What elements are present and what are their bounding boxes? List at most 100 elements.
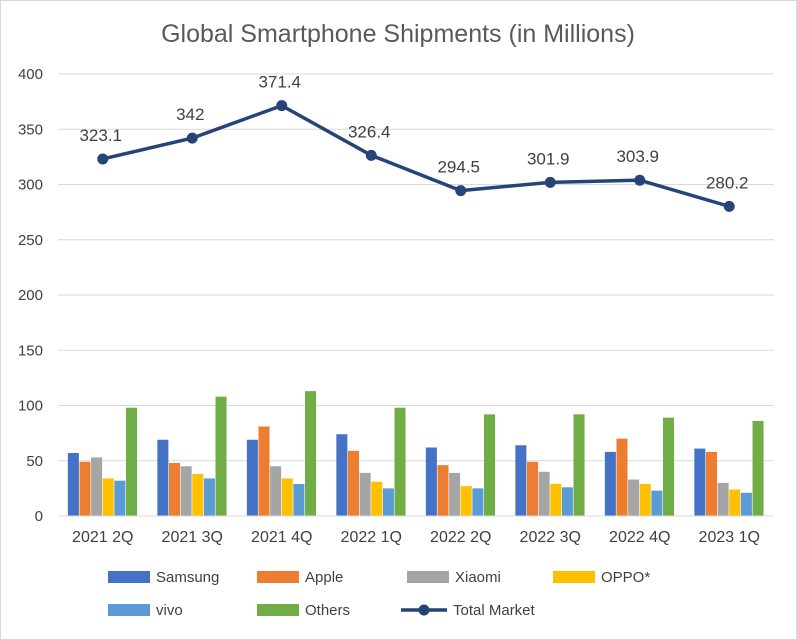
total-market-line bbox=[97, 100, 735, 212]
bar-vivo bbox=[114, 480, 126, 516]
legend-label-others: Others bbox=[305, 602, 350, 619]
bar-others bbox=[394, 407, 406, 516]
total-market-data-label: 323.1 bbox=[79, 126, 122, 145]
y-tick-label: 350 bbox=[18, 121, 43, 138]
x-tick-label: 2022 1Q bbox=[341, 529, 402, 546]
total-market-data-label: 280.2 bbox=[706, 173, 749, 192]
y-tick-label: 250 bbox=[18, 232, 43, 249]
legend-swatch-xiaomi bbox=[407, 571, 449, 583]
bar-others bbox=[126, 407, 138, 516]
bar-oppo bbox=[102, 478, 114, 516]
bar-others bbox=[305, 391, 317, 516]
bar-xiaomi bbox=[359, 472, 371, 516]
bar-xiaomi bbox=[180, 466, 192, 516]
bar-apple bbox=[526, 461, 539, 516]
x-tick-label: 2023 1Q bbox=[699, 529, 760, 546]
bar-others bbox=[663, 417, 675, 516]
y-tick-label: 0 bbox=[35, 508, 43, 525]
legend-marker-totalmarket bbox=[418, 604, 430, 616]
total-market-data-label: 326.4 bbox=[348, 122, 391, 141]
bar-samsung bbox=[604, 451, 616, 516]
bar-vivo bbox=[740, 492, 752, 516]
bar-xiaomi bbox=[717, 482, 729, 516]
bar-others bbox=[573, 414, 585, 516]
bar-vivo bbox=[472, 488, 484, 516]
bar-xiaomi bbox=[628, 479, 640, 516]
legend: Samsung Apple Xiaomi OPPO* vivo Others Total M… bbox=[108, 569, 650, 619]
legend-swatch-others bbox=[257, 604, 299, 616]
total-market-point bbox=[723, 200, 735, 212]
bar-apple bbox=[705, 451, 718, 516]
bar-oppo bbox=[371, 481, 383, 516]
bar-apple bbox=[79, 461, 91, 516]
bar-apple bbox=[258, 426, 270, 516]
bar-xiaomi bbox=[449, 472, 461, 516]
bar-others bbox=[752, 420, 764, 516]
bar-vivo bbox=[382, 488, 394, 516]
bar-apple bbox=[347, 450, 360, 516]
y-tick-label: 300 bbox=[18, 177, 43, 194]
x-axis-tick-labels: 2021 2Q 2021 3Q 2021 4Q 2022 1Q 2022 2Q 2022 … bbox=[72, 529, 760, 546]
bar-samsung bbox=[694, 448, 706, 516]
bar-samsung bbox=[336, 434, 348, 516]
bar-xiaomi bbox=[91, 457, 103, 516]
y-tick-label: 200 bbox=[18, 287, 43, 304]
y-tick-label: 50 bbox=[26, 453, 43, 470]
bar-samsung bbox=[246, 439, 258, 516]
bar-others bbox=[484, 414, 496, 516]
legend-label-vivo: vivo bbox=[156, 602, 183, 619]
legend-swatch-oppo bbox=[553, 571, 595, 583]
bar-apple bbox=[437, 465, 449, 516]
bar-vivo bbox=[203, 478, 215, 516]
legend-label-oppo: OPPO* bbox=[601, 569, 650, 586]
total-market-data-label: 303.9 bbox=[616, 147, 659, 166]
bar-samsung bbox=[157, 439, 169, 516]
bar-others bbox=[215, 396, 227, 516]
bar-oppo bbox=[281, 478, 293, 516]
gridlines bbox=[58, 73, 774, 462]
x-tick-label: 2021 2Q bbox=[72, 529, 133, 546]
bar-oppo bbox=[550, 483, 562, 516]
legend-swatch-vivo bbox=[108, 604, 150, 616]
legend-label-apple: Apple bbox=[305, 569, 343, 586]
bar-apple bbox=[168, 462, 181, 516]
total-market-point bbox=[365, 149, 377, 161]
bar-vivo bbox=[561, 487, 573, 516]
bar-oppo bbox=[639, 483, 651, 516]
total-market-point bbox=[186, 132, 198, 144]
data-labels: 323.1 342 371.4 326.4 294.5 301.9 303.9 280.2 bbox=[79, 73, 748, 193]
x-tick-label: 2021 3Q bbox=[162, 529, 223, 546]
bar-samsung bbox=[515, 445, 527, 516]
bar-vivo bbox=[293, 483, 305, 516]
chart-title: Global Smartphone Shipments (in Millions… bbox=[161, 20, 635, 48]
total-market-point bbox=[276, 100, 288, 112]
total-market-point bbox=[97, 153, 109, 165]
y-tick-label: 100 bbox=[18, 398, 43, 415]
bar-xiaomi bbox=[270, 466, 282, 516]
legend-label-samsung: Samsung bbox=[156, 569, 219, 586]
legend-swatch-apple bbox=[257, 571, 299, 583]
total-market-data-label: 294.5 bbox=[437, 158, 480, 177]
x-tick-label: 2021 4Q bbox=[251, 529, 312, 546]
y-axis-tick-labels: 0 50 100 150 200 250 300 350 400 bbox=[18, 66, 43, 525]
x-tick-label: 2022 3Q bbox=[520, 529, 581, 546]
total-market-data-label: 342 bbox=[176, 105, 204, 124]
bar-samsung bbox=[425, 447, 437, 516]
legend-swatch-samsung bbox=[108, 571, 150, 583]
total-market-point bbox=[455, 185, 467, 197]
bar-vivo bbox=[651, 490, 663, 516]
bar-apple bbox=[616, 438, 628, 516]
y-tick-label: 150 bbox=[18, 342, 43, 359]
total-market-data-label: 371.4 bbox=[258, 73, 301, 92]
bar-oppo bbox=[460, 486, 472, 516]
x-tick-label: 2022 2Q bbox=[430, 529, 491, 546]
legend-label-totalmarket: Total Market bbox=[453, 602, 536, 619]
bar-oppo bbox=[192, 474, 204, 516]
total-market-data-label: 301.9 bbox=[527, 149, 570, 168]
bar-xiaomi bbox=[538, 471, 550, 516]
bar-oppo bbox=[729, 489, 741, 516]
x-tick-label: 2022 4Q bbox=[609, 529, 670, 546]
total-market-point bbox=[634, 174, 646, 186]
